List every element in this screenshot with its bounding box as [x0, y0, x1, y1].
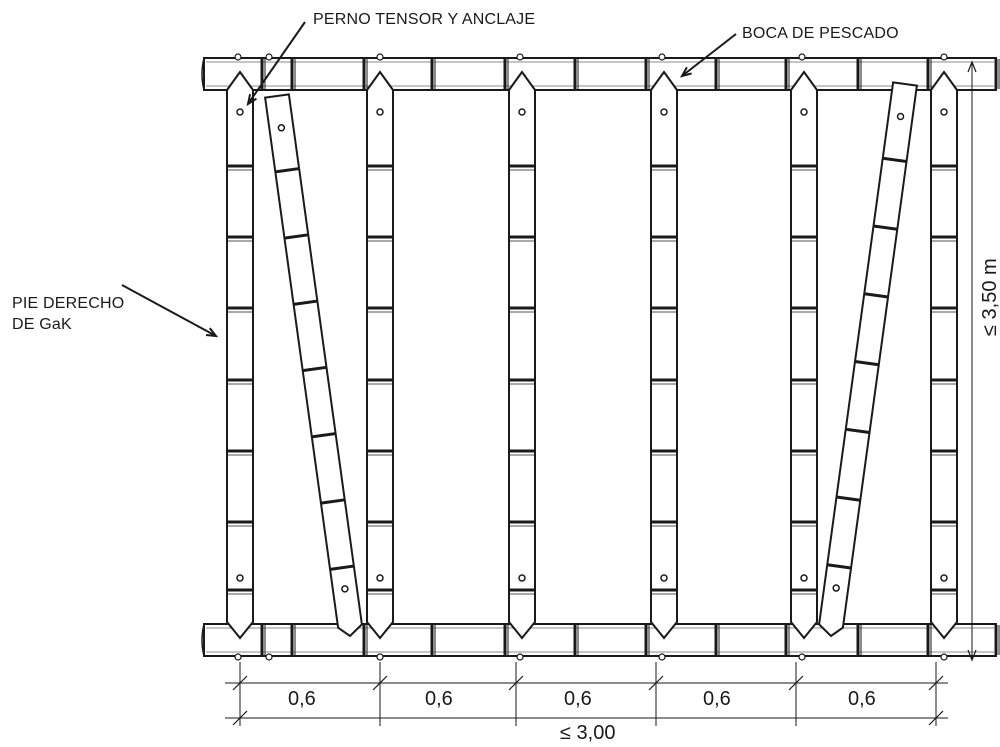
- frame-group: [201, 53, 1000, 661]
- post-body: [650, 70, 678, 640]
- brace-right-body: [818, 81, 919, 638]
- arrow-pie-derecho-head: [205, 327, 219, 338]
- beam-bolt-top: [940, 53, 948, 61]
- beam-bolt-top: [798, 53, 806, 61]
- callout-arrows: [121, 21, 737, 338]
- label-boca-de-pescado: BOCA DE PESCADO: [742, 25, 899, 42]
- bolt-icon: [376, 574, 384, 582]
- span-label-3: 0,6: [564, 688, 592, 710]
- span-label-2: 0,6: [425, 688, 453, 710]
- bolt-icon: [660, 108, 668, 116]
- height-arrow-top: [967, 60, 977, 73]
- span-label-5: 0,6: [848, 688, 876, 710]
- arrow-boca-head: [679, 66, 692, 78]
- brace-left-node: [275, 167, 300, 174]
- brace-left-node: [329, 564, 355, 571]
- post-2: [366, 70, 394, 640]
- brace-right-node: [854, 360, 879, 367]
- arrow-perno-head: [246, 94, 257, 107]
- post-body: [366, 70, 394, 640]
- post-4: [650, 70, 678, 640]
- beam-bolt-bottom: [234, 653, 242, 661]
- beam-bolt-bottom: [265, 653, 273, 661]
- brace-right-node: [836, 495, 861, 502]
- beam-bolt-bottom: [376, 653, 384, 661]
- brace-left-node: [302, 365, 327, 373]
- brace-right-node: [864, 292, 889, 299]
- brace-left-node: [311, 432, 336, 439]
- brace-right-node: [845, 427, 870, 434]
- bolt-icon: [940, 574, 948, 582]
- brace-left-node: [293, 299, 318, 306]
- bolt-icon: [277, 124, 286, 132]
- post-3: [508, 70, 536, 640]
- bottom-beam: [201, 623, 1000, 657]
- dimension-tick: [648, 675, 664, 691]
- bolt-icon: [896, 112, 905, 121]
- top-beam: [201, 57, 1000, 91]
- arrow-pie-derecho: [121, 284, 217, 337]
- bolt-icon: [518, 108, 526, 116]
- bolt-icon: [800, 574, 808, 582]
- brace-left: [263, 93, 363, 638]
- brace-left-node: [284, 233, 309, 240]
- brace-left-body: [263, 93, 363, 638]
- bolt-icon: [660, 574, 668, 582]
- post-body: [508, 70, 536, 640]
- post-body: [790, 70, 818, 640]
- dimension-tick: [788, 675, 804, 691]
- bolt-icon: [376, 108, 384, 116]
- beam-bolt-bottom: [516, 653, 524, 661]
- bolt-icon: [832, 584, 840, 592]
- bolt-icon: [800, 108, 808, 116]
- brace-right: [818, 81, 919, 638]
- beam-bolt-top: [516, 53, 524, 61]
- bottom-beam-end: [201, 623, 205, 657]
- beam-bolt-top: [658, 53, 666, 61]
- beam-bolt-top: [376, 53, 384, 61]
- brace-left-node: [320, 498, 345, 505]
- label-total-width: ≤ 3,00: [560, 722, 616, 744]
- bolt-icon: [341, 585, 349, 593]
- dimension-tick: [928, 710, 944, 726]
- span-label-4: 0,6: [703, 688, 731, 710]
- post-1: [226, 70, 254, 640]
- beam-bolt-bottom: [798, 653, 806, 661]
- label-de-gak: DE GaK: [12, 316, 72, 333]
- bolt-icon: [236, 108, 244, 116]
- dimension-tick: [928, 675, 944, 691]
- bolt-icon: [236, 574, 244, 582]
- post-5: [790, 70, 818, 640]
- dimension-tick: [232, 675, 248, 691]
- label-perno-tensor: PERNO TENSOR Y ANCLAJE: [313, 11, 536, 28]
- dimension-tick: [372, 675, 388, 691]
- beam-bolt-bottom: [658, 653, 666, 661]
- label-pie-derecho: PIE DERECHO: [12, 295, 125, 312]
- post-6: [930, 70, 958, 640]
- beam-bolt-top: [234, 53, 242, 61]
- bottom-beam-body: [203, 623, 997, 657]
- label-height-dimension: ≤ 3,50 m: [979, 258, 1000, 336]
- brace-right-node: [882, 156, 907, 163]
- dimension-tick: [508, 675, 524, 691]
- brace-right-node: [827, 563, 852, 570]
- brace-right-node: [873, 224, 898, 231]
- span-label-1: 0,6: [288, 688, 316, 710]
- post-body: [226, 70, 254, 640]
- arrow-boca: [681, 33, 737, 77]
- beam-bolt-bottom: [940, 653, 948, 661]
- beam-bolt-top: [265, 53, 273, 61]
- bolt-icon: [940, 108, 948, 116]
- bolt-icon: [518, 574, 526, 582]
- post-body: [930, 70, 958, 640]
- height-arrow-bottom: [967, 649, 977, 662]
- arrow-perno: [247, 21, 306, 105]
- top-beam-body: [203, 57, 997, 91]
- dimension-group: [225, 60, 977, 726]
- dimension-tick: [232, 710, 248, 726]
- top-beam-end: [201, 57, 205, 91]
